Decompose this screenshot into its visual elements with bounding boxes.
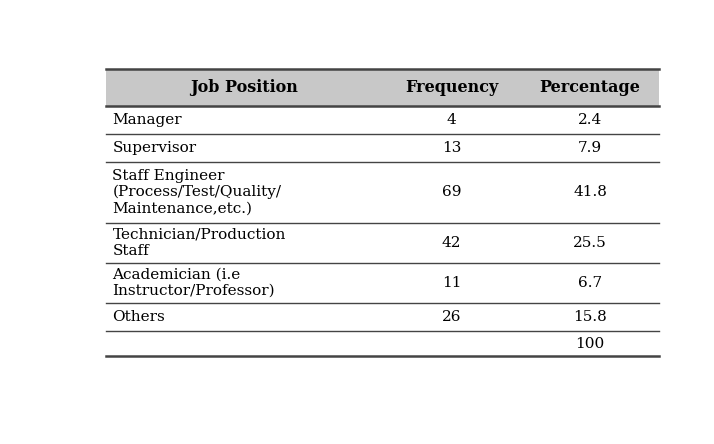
Text: Supervisor: Supervisor <box>113 141 196 155</box>
Text: 15.8: 15.8 <box>573 310 607 324</box>
Text: Percentage: Percentage <box>540 79 640 95</box>
Text: Manager: Manager <box>113 113 182 127</box>
Text: Technician/Production
Staff: Technician/Production Staff <box>113 228 286 258</box>
Text: Academician (i.e
Instructor/Professor): Academician (i.e Instructor/Professor) <box>113 268 275 298</box>
Text: Others: Others <box>113 310 165 324</box>
Text: 41.8: 41.8 <box>573 185 607 199</box>
Text: Job Position: Job Position <box>190 79 298 95</box>
Text: 7.9: 7.9 <box>578 141 602 155</box>
Text: 6.7: 6.7 <box>578 276 602 290</box>
Text: 69: 69 <box>442 185 461 199</box>
Text: 42: 42 <box>442 236 461 250</box>
Text: 11: 11 <box>442 276 461 290</box>
Text: 13: 13 <box>442 141 461 155</box>
Bar <box>106 69 659 106</box>
Text: 2.4: 2.4 <box>578 113 602 127</box>
Text: Staff Engineer
(Process/Test/Quality/
Maintenance,etc.): Staff Engineer (Process/Test/Quality/ Ma… <box>113 169 281 215</box>
Text: Frequency: Frequency <box>405 79 498 95</box>
Text: 26: 26 <box>442 310 461 324</box>
Text: 25.5: 25.5 <box>573 236 607 250</box>
Text: 4: 4 <box>447 113 456 127</box>
Text: 100: 100 <box>575 337 605 350</box>
